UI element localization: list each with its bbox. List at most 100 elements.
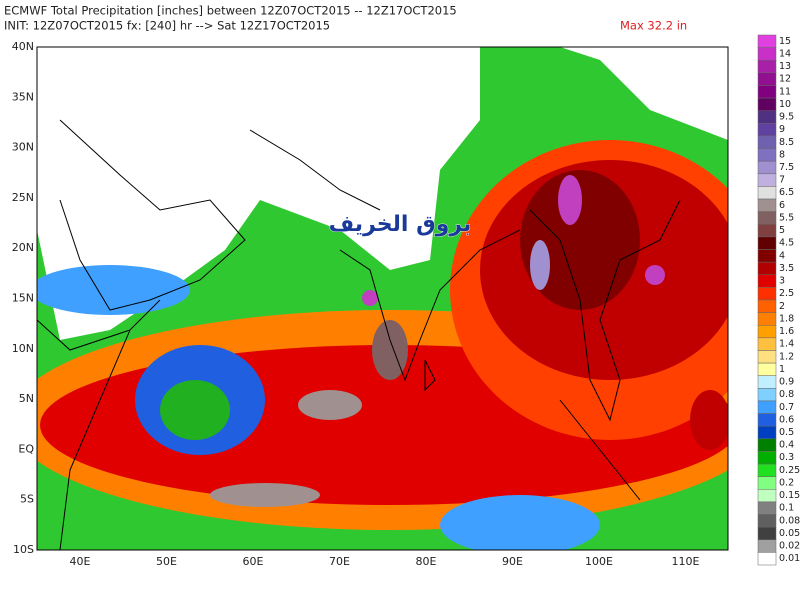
colorbar-label: 0.2 [779,477,794,488]
lat-label: 40N [12,40,34,53]
colorbar-cell [757,501,777,515]
colorbar-cell [757,236,777,250]
colorbar-cell [757,299,777,313]
colorbar-label: 0.4 [779,440,794,451]
colorbar-cell [757,287,777,301]
colorbar-label: 0.02 [779,541,800,552]
colorbar-cell [757,451,777,465]
colorbar-cell [757,312,777,326]
colorbar-label: 8 [779,149,785,160]
colorbar-cell [757,110,777,124]
lat-label: 5S [20,493,34,506]
colorbar-label: 1.6 [779,326,794,337]
colorbar-cell [757,388,777,402]
colorbar-label: 4.5 [779,238,794,249]
colorbar-cell [757,47,777,61]
colorbar-label: 2.5 [779,288,794,299]
colorbar-cell [757,148,777,162]
colorbar-cell [757,198,777,212]
colorbar-label: 0.08 [779,515,800,526]
colorbar-label: 1.4 [779,339,794,350]
colorbar-label: 0.7 [779,402,794,413]
lon-label: 50E [156,555,177,568]
colorbar-cell [757,274,777,288]
colorbar-label: 0.15 [779,490,800,501]
colorbar-cell [757,539,777,553]
lat-label: 15N [12,292,34,305]
colorbar-label: 0.1 [779,503,794,514]
axes: 40N 35N 30N 25N 20N 15N 10N 5N EQ 5S 10S 40E 50E 60E 7… [12,40,700,568]
colorbar-label: 14 [779,48,791,59]
lon-label: 100E [585,555,613,568]
header-line1: ECMWF Total Precipitation [inches] betwe… [4,4,457,18]
lat-label: 35N [12,90,34,103]
colorbar-label: 0.05 [779,528,800,539]
colorbar-cell [757,123,777,137]
colorbar-cell [757,72,777,86]
colorbar-cell [757,375,777,389]
lon-label: 110E [672,555,700,568]
colorbar-cell [757,489,777,503]
colorbar: 1514131211109.598.587.576.565.554.543.53… [757,34,800,566]
colorbar-cell [757,211,777,225]
colorbar-label: 0.5 [779,427,794,438]
colorbar-label: 5 [779,225,785,236]
colorbar-cell [757,438,777,452]
colorbar-cell [757,173,777,187]
colorbar-cell [757,400,777,414]
colorbar-label: 13 [779,61,791,72]
colorbar-cell [757,362,777,376]
lon-label: 70E [329,555,350,568]
colorbar-label: 4 [779,250,785,261]
colorbar-label: 0.6 [779,414,794,425]
colorbar-label: 9 [779,124,785,135]
colorbar-cell [757,34,777,48]
colorbar-label: 15 [779,36,791,47]
colorbar-cell [757,526,777,541]
colorbar-cell [757,552,777,566]
colorbar-label: 12 [779,74,791,85]
colorbar-label: 7 [779,175,785,186]
colorbar-label: 2 [779,301,785,312]
precip-field [37,47,728,550]
colorbar-label: 0.25 [779,465,800,476]
colorbar-cell [757,425,777,440]
colorbar-label: 1 [779,364,785,375]
lat-label: 5N [19,392,34,405]
colorbar-label: 1.2 [779,351,794,362]
lat-label: 10S [13,543,34,556]
lon-label: 60E [243,555,264,568]
colorbar-cell [757,186,777,200]
colorbar-cell [757,261,777,276]
colorbar-cell [757,85,777,99]
colorbar-cell [757,337,777,351]
colorbar-label: 0.01 [779,553,800,564]
map-frame [36,46,729,551]
colorbar-cell [757,324,777,339]
colorbar-label: 7.5 [779,162,794,173]
lat-label: 30N [12,141,34,154]
watermark: بروق الخريف [329,212,472,237]
colorbar-label: 0.3 [779,452,794,463]
colorbar-label: 11 [779,86,791,97]
colorbar-label: 0.9 [779,377,794,388]
colorbar-label: 0.8 [779,389,794,400]
colorbar-label: 9.5 [779,112,794,123]
lat-label: EQ [18,442,34,455]
colorbar-cell [757,160,777,175]
lon-label: 80E [416,555,437,568]
lon-label: 40E [70,555,91,568]
colorbar-cell [757,135,777,149]
lat-label: 10N [12,342,34,355]
colorbar-label: 3.5 [779,263,794,274]
colorbar-cell [757,97,777,111]
lat-label: 25N [12,191,34,204]
lon-label: 90E [502,555,523,568]
colorbar-label: 6 [779,200,785,211]
colorbar-label: 1.8 [779,313,794,324]
colorbar-cell [757,476,777,490]
max-label: Max 32.2 in [620,19,687,33]
lat-label: 20N [12,241,34,254]
colorbar-cell [757,224,777,238]
colorbar-cell [757,59,777,74]
